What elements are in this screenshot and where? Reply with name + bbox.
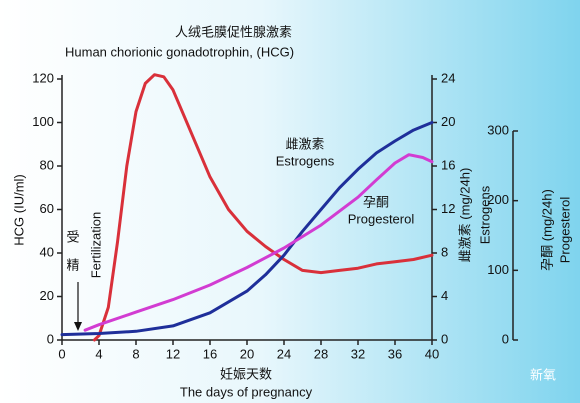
x-tick-label: 4 [95,346,102,361]
line-progesterol [83,153,434,332]
y3-tick-label: 200 [487,192,509,207]
x-tick-label: 24 [277,346,291,361]
x-tick-label: 16 [203,346,217,361]
y-tick-label: 120 [32,70,54,85]
y3-tick-label: 300 [487,122,509,137]
y-tick-label: 0 [47,331,54,346]
y2-tick-label: 4 [441,288,448,303]
y2-tick-label: 12 [441,201,455,216]
y2-tick-label: 20 [441,114,455,129]
y2-label-en: Estrogens [477,185,492,244]
y2-tick-label: 16 [441,157,455,172]
annotation: 精 [66,257,79,272]
arrow-head [74,322,82,331]
watermark: 新氧 [530,367,556,382]
y2-tick-label: 8 [441,244,448,259]
y-tick-label: 100 [32,114,54,129]
y-tick-label: 60 [40,201,54,216]
y-tick-label: 80 [40,157,54,172]
annotation: 孕酮 [363,194,389,209]
y3-tick-label: 100 [487,262,509,277]
y3-label-en: Progesterol [557,197,572,264]
x-tick-label: 28 [314,346,328,361]
x-tick-label: 8 [132,346,139,361]
y3-tick-label: 0 [502,331,509,346]
annotation: Estrogens [276,153,335,168]
x-tick-label: 0 [58,346,65,361]
x-label-en: The days of pregnancy [180,384,313,399]
annotation: Progesterol [348,211,415,226]
x-tick-label: 12 [166,346,180,361]
annotation: 雌激素 [285,136,324,151]
y2-label: 雌激素 (mg/24h) [457,168,472,263]
y-label: HCG (IU/ml) [11,174,26,246]
y-tick-label: 20 [40,288,54,303]
y3-label: 孕酮 (mg/24h) [539,189,554,271]
y2-tick-label: 0 [441,331,448,346]
x-tick-label: 40 [425,346,439,361]
annotation: 受 [66,229,79,244]
x-tick-label: 20 [240,346,254,361]
title: 人绒毛膜促性腺激素 [175,24,292,39]
x-tick-label: 36 [388,346,402,361]
y-tick-label: 40 [40,244,54,259]
y2-tick-label: 24 [441,70,455,85]
x-label: 妊娠天数 [220,366,272,381]
x-tick-label: 32 [351,346,365,361]
subtitle: Human chorionic gonadotrophin, (HCG) [65,44,294,59]
annotation: Fertilization [88,212,103,278]
line-hcg [92,73,434,342]
